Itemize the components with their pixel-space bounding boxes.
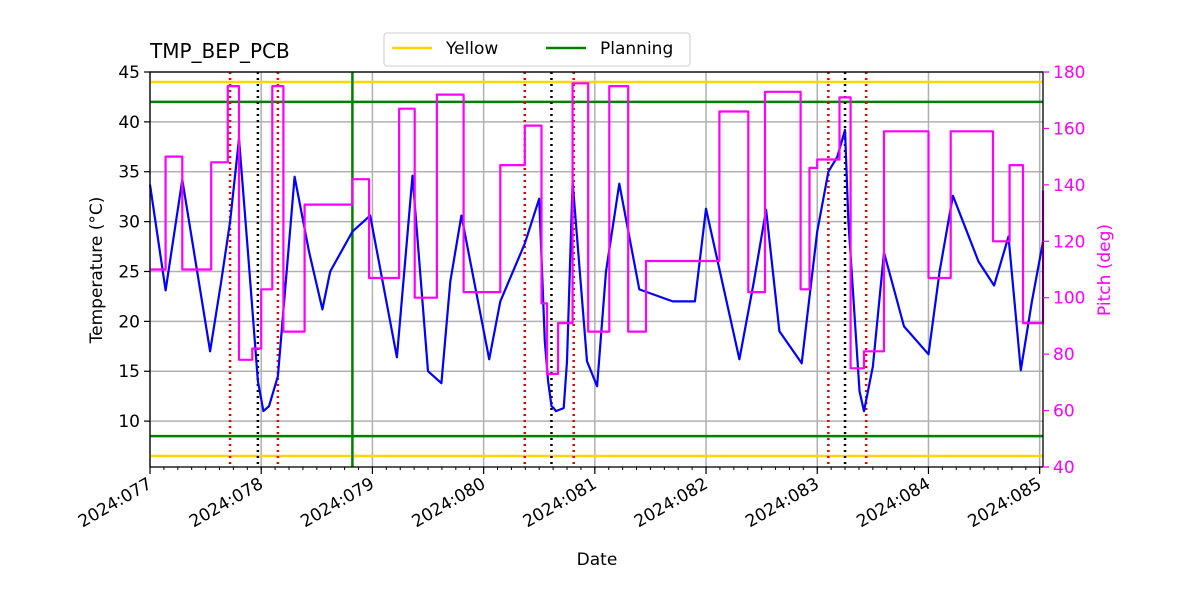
y-tick-label: 35 [118,163,140,183]
legend-frame [383,32,691,67]
temperature-series-line [148,128,1045,413]
legend-label: Planning [600,39,673,59]
legend-label: Yellow [445,39,498,59]
y-tick-label: 40 [118,113,140,133]
x-tick-label: 2024:084 [853,474,934,532]
x-tick-label: 2024:082 [631,474,712,532]
x-tick-label: 2024:078 [186,474,267,532]
y-tick-label: 45 [118,63,140,83]
y2-tick-label: 40 [1053,458,1075,478]
y2-tick-label: 100 [1053,289,1085,309]
series-layer [148,82,1045,413]
x-tick-label: 2024:077 [75,474,156,532]
reference-lines-layer [150,72,1043,467]
axes-layer: 10 15 20 25 30 35 40 45 40 60 80 100 120 140 160 180 202… [75,63,1085,532]
y-tick-label: 20 [118,312,140,332]
y-tick-label: 15 [118,362,140,382]
pitch-series-line [150,82,1045,375]
y2-tick-label: 120 [1053,232,1085,252]
y2-tick-label: 140 [1053,176,1085,196]
y2-axis-label: Pitch (deg) [1095,224,1115,316]
chart-title: TMP_BEP_PCB [149,39,290,63]
y2-tick-label: 80 [1053,345,1075,365]
x-tick-label: 2024:083 [742,474,823,532]
y-tick-label: 10 [118,412,140,432]
y-tick-label: 30 [118,213,140,233]
y2-tick-label: 180 [1053,63,1085,83]
x-tick-label: 2024:085 [965,474,1046,532]
y-axis-label: Temperature (°C) [87,197,107,345]
plot-frame [149,71,1044,468]
y2-tick-label: 60 [1053,402,1075,422]
x-tick-label: 2024:081 [520,474,601,532]
x-tick-label: 2024:080 [409,474,490,532]
legend: Yellow Planning [383,32,691,67]
x-axis-label: Date [577,550,618,570]
y2-tick-label: 160 [1053,119,1085,139]
x-tick-label: 2024:079 [297,474,378,532]
y-tick-label: 25 [118,262,140,282]
